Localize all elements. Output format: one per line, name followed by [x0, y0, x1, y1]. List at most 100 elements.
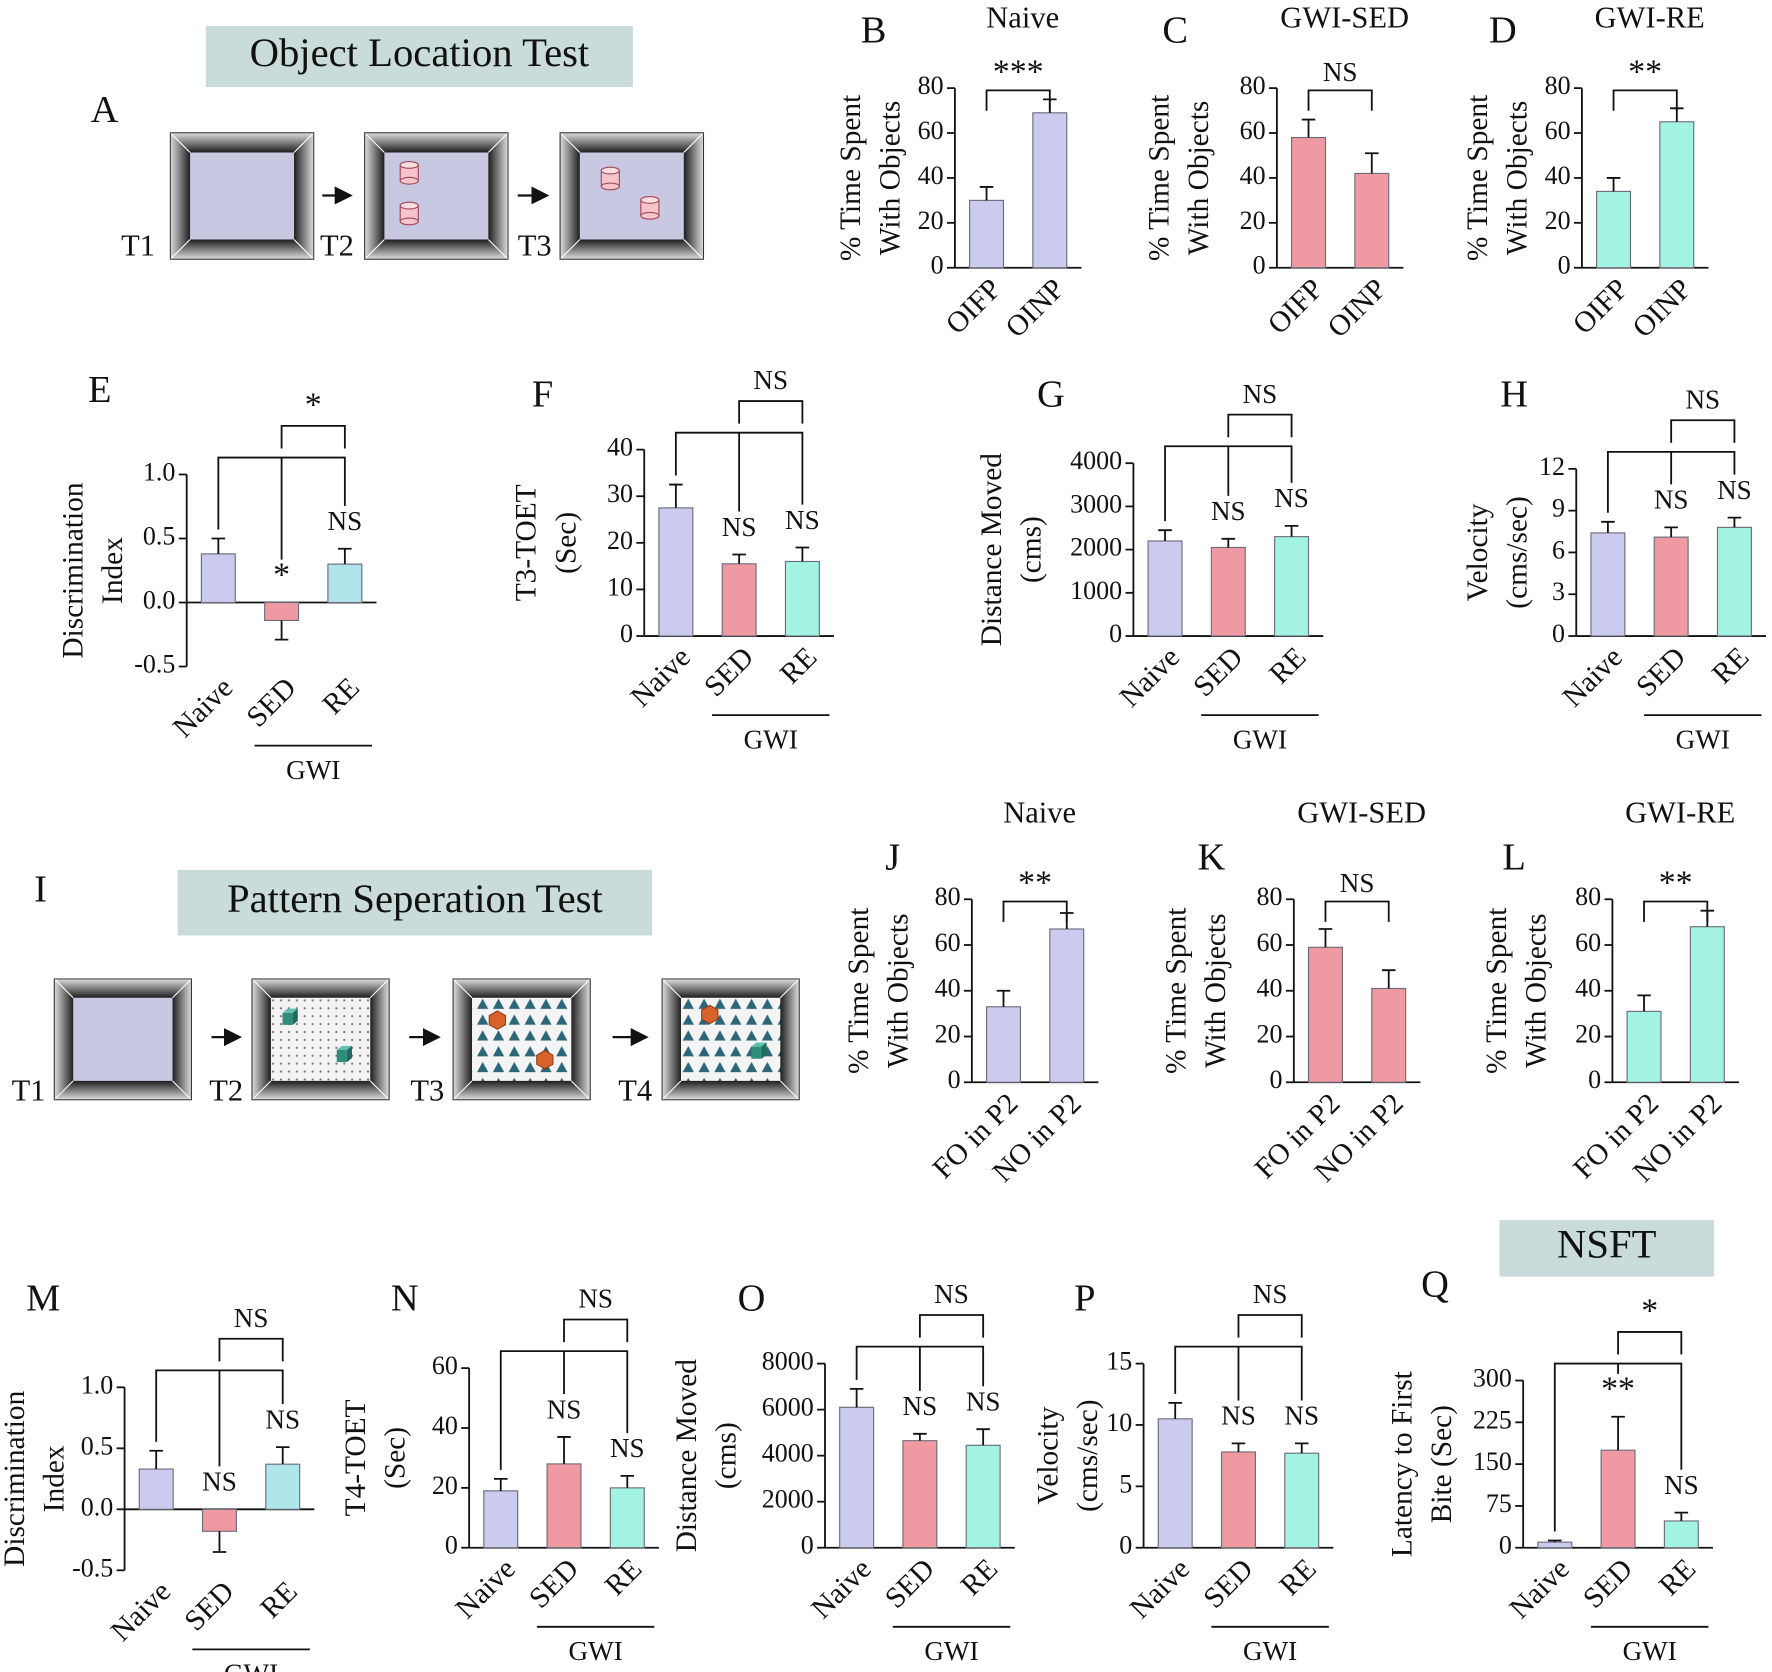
arena — [53, 978, 801, 1101]
object — [399, 160, 419, 185]
error-bar — [913, 1432, 927, 1441]
y-tick-label: 20 — [918, 206, 944, 235]
error-bar — [1365, 152, 1379, 174]
chart-title: Naive — [986, 0, 1059, 34]
significance-label: NS — [1211, 496, 1246, 526]
panel-label: N — [391, 1277, 419, 1319]
bracket-label: * — [305, 387, 322, 424]
x-tick-label: RE — [1706, 641, 1755, 690]
stage-label: T1 — [121, 229, 155, 263]
bracket — [217, 456, 346, 560]
y-tick-label: 3000 — [1070, 489, 1122, 518]
y-tick-label: 0 — [1558, 251, 1571, 280]
significance-label: NS — [202, 1467, 237, 1497]
error-bar — [669, 483, 683, 508]
bracket — [1617, 1331, 1683, 1355]
y-axis-label: (cms/sec) — [1072, 1399, 1104, 1512]
y-tick-label: 225 — [1473, 1405, 1512, 1434]
object — [640, 196, 660, 220]
object — [399, 201, 419, 226]
bracket-label: NS — [1323, 57, 1358, 87]
bar — [784, 560, 820, 637]
bracket-label: NS — [1253, 1279, 1288, 1309]
y-axis-label: Velocity — [1033, 1406, 1065, 1504]
group-label: GWI — [286, 755, 340, 785]
bar — [1274, 536, 1310, 637]
x-tick-label: RE — [955, 1553, 1004, 1602]
y-tick-label: 60 — [1545, 116, 1571, 145]
y-axis-label: % Time Spent — [835, 95, 867, 261]
bar — [1354, 172, 1390, 269]
panel-label: F — [532, 373, 553, 415]
bar — [721, 563, 757, 637]
y-tick-label: 4000 — [1070, 446, 1122, 475]
error-bar — [1611, 1415, 1625, 1451]
bracket — [218, 1337, 284, 1362]
error-bar — [1606, 177, 1621, 192]
y-tick-label: 20 — [432, 1471, 458, 1500]
y-axis-label: % Time Spent — [1481, 908, 1513, 1074]
y-tick-label: 80 — [918, 71, 944, 100]
bracket — [1307, 89, 1373, 111]
x-tick-label: OIFP — [1262, 273, 1330, 341]
y-tick-label: -0.5 — [72, 1553, 113, 1582]
group-label: GWI — [1243, 1636, 1297, 1666]
y-tick-label: 30 — [607, 479, 633, 508]
x-tick-label: Naive — [167, 672, 239, 744]
error-bar — [493, 1477, 508, 1491]
x-tick-label: SED — [523, 1553, 585, 1615]
error-bar — [976, 1428, 990, 1446]
x-tick-label: OINP — [1322, 273, 1393, 344]
bar — [1157, 1418, 1193, 1549]
y-tick-label: 60 — [432, 1351, 458, 1380]
bracket-label: NS — [753, 365, 788, 395]
y-axis-label: (cms) — [711, 1422, 743, 1489]
y-tick-label: -0.5 — [134, 650, 175, 679]
panel-label: A — [91, 89, 119, 131]
y-tick-label: 75 — [1486, 1489, 1512, 1518]
panel-label: D — [1489, 10, 1517, 52]
error-bar — [1318, 928, 1333, 948]
y-axis-label: With Objects — [875, 101, 907, 256]
object — [701, 1004, 719, 1025]
y-tick-label: 80 — [1240, 71, 1266, 100]
object — [488, 1010, 507, 1030]
error-bar — [1381, 969, 1396, 989]
bracket — [563, 1318, 629, 1343]
y-axis-label: % Time Spent — [843, 908, 875, 1074]
x-tick-label: SED — [1187, 641, 1249, 703]
x-tick-label: SED — [1577, 1553, 1639, 1615]
significance-label: NS — [265, 1404, 300, 1434]
x-tick-label: Naive — [1114, 641, 1186, 713]
bar — [1307, 946, 1343, 1083]
y-tick-label: 0 — [948, 1065, 961, 1094]
bar — [1626, 1010, 1662, 1083]
y-tick-label: 80 — [1257, 882, 1283, 911]
bar — [264, 601, 300, 622]
error-bar — [979, 186, 994, 201]
significance-label: NS — [1654, 485, 1689, 515]
chart-title: NSFT — [1557, 1222, 1657, 1267]
bar — [327, 563, 363, 604]
bracket-label: NS — [934, 1279, 969, 1309]
object — [336, 1045, 352, 1063]
chart-title: GWI-RE — [1595, 0, 1705, 34]
error-bar — [1601, 520, 1615, 533]
significance-label: NS — [722, 512, 757, 542]
arena-floor — [72, 997, 174, 1082]
error-bar — [274, 620, 289, 641]
y-tick-label: 80 — [935, 882, 961, 911]
y-tick-label: 20 — [607, 526, 633, 555]
x-tick-label: SED — [241, 672, 303, 734]
significance-label: * — [273, 556, 290, 593]
bar — [609, 1487, 645, 1549]
y-tick-label: 20 — [1240, 206, 1266, 235]
y-tick-label: 6000 — [762, 1393, 814, 1422]
significance-label: NS — [785, 505, 820, 535]
panel-label: Q — [1421, 1264, 1449, 1306]
y-tick-label: 15 — [1106, 1347, 1132, 1376]
y-axis-label: With Objects — [1200, 913, 1232, 1068]
y-tick-label: 80 — [1545, 71, 1571, 100]
bracket-label: NS — [578, 1284, 613, 1314]
